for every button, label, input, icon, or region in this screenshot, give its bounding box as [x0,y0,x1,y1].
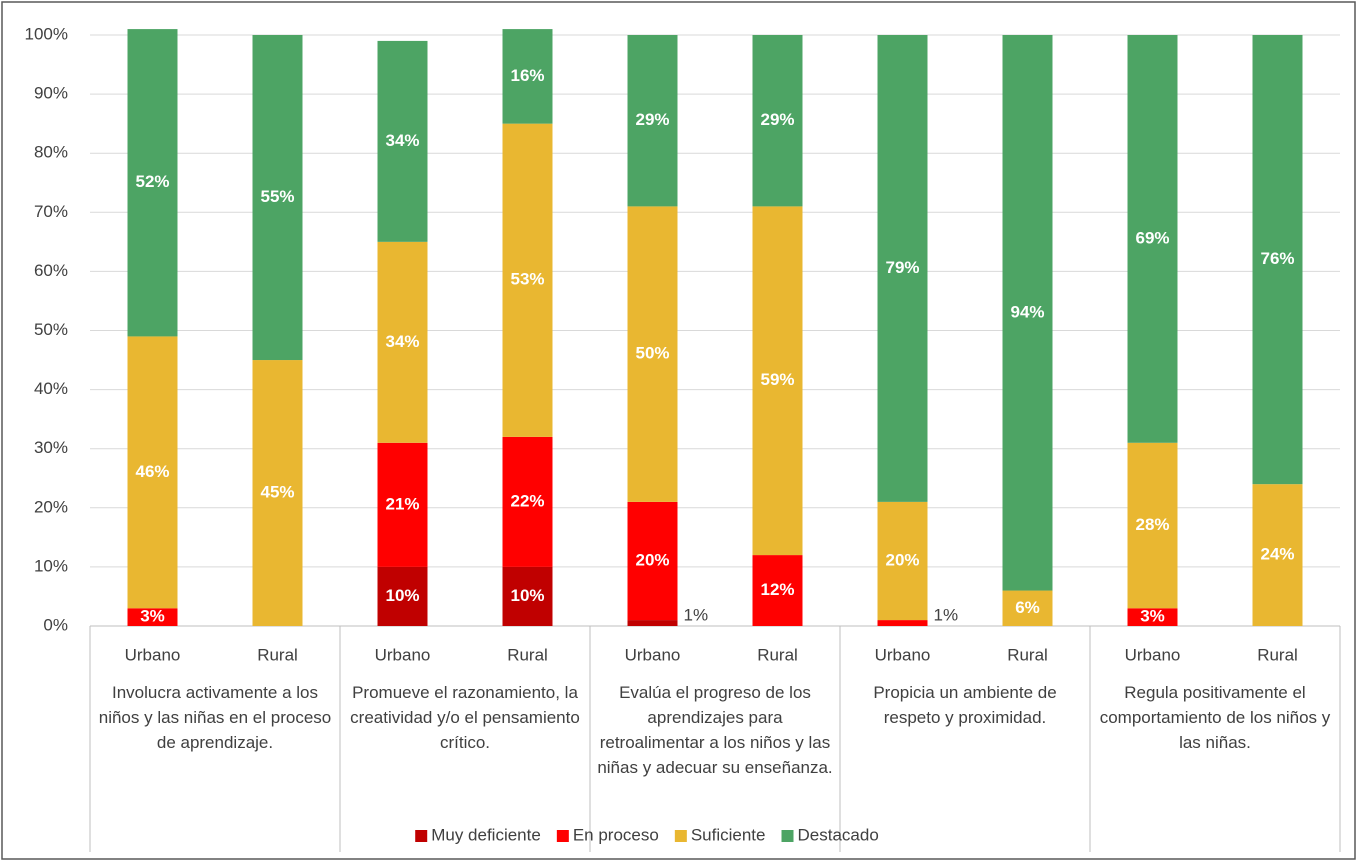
value-label: 28% [1135,515,1169,534]
bar-segment [127,336,178,609]
y-tick-label: 70% [34,202,68,221]
value-label: 94% [1010,302,1044,321]
bar-segment [877,35,928,502]
y-tick-label: 40% [34,379,68,398]
value-label: 22% [510,491,544,510]
y-tick-label: 10% [34,556,68,575]
value-label: 50% [635,344,669,363]
value-label: 34% [385,131,419,150]
value-label: 12% [760,580,794,599]
y-tick-label: 60% [34,261,68,280]
bar-segment [877,620,928,626]
legend-swatch [674,830,687,842]
bar-segment [627,206,678,502]
x-tick-label: Rural [1007,645,1048,664]
group-label: Propicia un ambiente de respeto y proxim… [873,683,1057,727]
value-label: 21% [385,494,419,513]
value-label: 53% [510,270,544,289]
bar-segment [752,35,803,207]
x-tick-label: Rural [257,645,298,664]
value-label: 29% [760,110,794,129]
group-label: Involucra activamente a los niños y las … [98,683,332,752]
bar-segment [1002,35,1053,591]
value-label: 76% [1260,249,1294,268]
legend-label: Suficiente [691,825,766,844]
value-label: 16% [510,66,544,85]
bar-segment [377,241,428,443]
value-label: 45% [260,483,294,502]
group-label: Regula positivamente el comportamiento d… [1099,683,1331,752]
x-tick-label: Urbano [125,645,181,664]
bar-segment [1127,442,1178,609]
y-tick-label: 100% [25,24,68,43]
value-label: 29% [635,110,669,129]
value-label: 59% [760,370,794,389]
value-label: 1% [934,605,959,624]
legend-label: Muy deficiente [431,825,541,844]
value-label: 20% [635,550,669,569]
value-label: 79% [885,258,919,277]
bar-segment [1002,590,1053,626]
bar-segment [377,40,428,242]
bar-segment [1252,35,1303,485]
y-tick-label: 80% [34,143,68,162]
x-tick-label: Urbano [875,645,931,664]
bar-segment [502,436,553,567]
bar-segment [752,555,803,626]
bar-segment [752,206,803,556]
x-tick-label: Rural [757,645,798,664]
legend-swatch [781,830,794,842]
y-tick-label: 20% [34,497,68,516]
value-label: 52% [135,172,169,191]
value-label: 10% [510,586,544,605]
bar-segment [252,35,303,361]
x-tick-label: Rural [1257,645,1298,664]
x-tick-label: Urbano [375,645,431,664]
value-label: 20% [885,550,919,569]
x-tick-label: Rural [507,645,548,664]
bar-segment [627,35,678,207]
value-label: 69% [1135,228,1169,247]
x-tick-label: Urbano [625,645,681,664]
legend-label: En proceso [573,825,659,844]
bar-segment [877,501,928,621]
value-label: 6% [1015,598,1040,617]
bar-segment [1127,35,1178,443]
bar-segment [377,442,428,567]
y-tick-label: 30% [34,438,68,457]
legend-swatch [415,830,428,842]
bar-segment [252,360,303,626]
bar-segment [1252,484,1303,626]
value-label: 55% [260,187,294,206]
bar-segment [377,566,428,626]
bar-segment [627,620,678,626]
bar-segment [127,608,178,626]
bar-segment [1127,608,1178,626]
value-label: 10% [385,586,419,605]
y-tick-label: 0% [43,615,68,634]
x-tick-label: Urbano [1125,645,1181,664]
legend-label: Destacado [798,825,879,844]
value-label: 34% [385,332,419,351]
value-label: 3% [140,606,165,625]
bar-segment [127,29,178,337]
group-label: Evalúa el progreso de los aprendizajes p… [597,683,833,777]
value-label: 1% [684,605,709,624]
value-label: 3% [1140,606,1165,625]
y-tick-label: 50% [34,320,68,339]
y-tick-label: 90% [34,84,68,103]
bar-segment [627,501,678,621]
group-label: Promueve el razonamiento, la creatividad… [350,683,580,752]
bar-segment [502,29,553,124]
legend-swatch [556,830,569,842]
bar-segment [502,566,553,626]
bar-segment [502,123,553,437]
value-label: 24% [1260,545,1294,564]
value-label: 46% [135,462,169,481]
